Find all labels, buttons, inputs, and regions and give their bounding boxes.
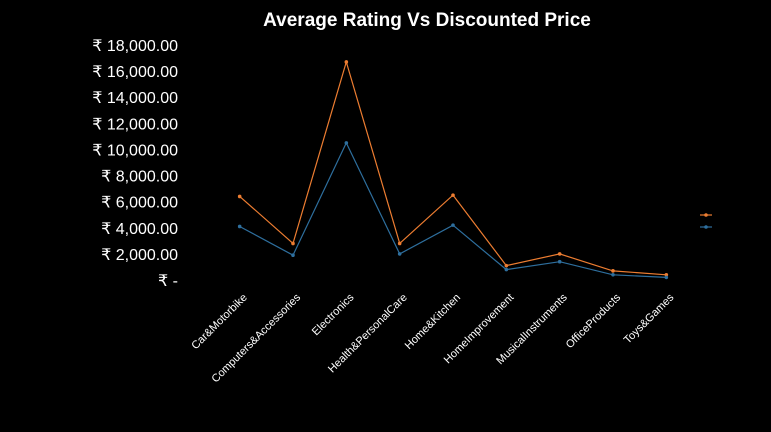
data-point xyxy=(344,141,349,145)
legend-marker xyxy=(704,213,708,217)
data-point xyxy=(664,272,669,277)
data-point xyxy=(557,259,562,264)
x-tick-label: Home&Kitchen xyxy=(403,292,463,352)
x-tick-label: Car&Motorbike xyxy=(189,292,249,352)
data-point xyxy=(344,60,349,64)
data-point xyxy=(451,223,455,227)
chart-title: Average Rating Vs Discounted Price xyxy=(263,10,591,31)
data-point xyxy=(291,241,295,246)
data-point xyxy=(504,263,509,268)
data-point xyxy=(237,224,242,229)
data-point xyxy=(557,252,562,256)
data-point xyxy=(504,267,509,272)
y-tick-label: ₹ 2,000.00 xyxy=(101,247,178,264)
y-tick-label: ₹ - xyxy=(158,273,178,290)
legend-marker xyxy=(704,225,708,229)
data-point xyxy=(451,193,455,197)
data-point xyxy=(291,253,295,257)
y-tick-label: ₹ 16,000.00 xyxy=(92,64,178,81)
y-tick-label: ₹ 12,000.00 xyxy=(92,116,178,133)
x-tick-label: Electronics xyxy=(310,291,357,338)
series-line xyxy=(239,59,667,276)
y-tick-label: ₹ 4,000.00 xyxy=(101,221,178,238)
data-point xyxy=(237,194,242,199)
series-lines xyxy=(237,59,669,280)
x-tick-label: Toys&Games xyxy=(622,291,677,346)
data-point xyxy=(397,241,402,246)
y-tick-label: ₹ 10,000.00 xyxy=(92,142,178,159)
legend xyxy=(700,213,712,229)
y-axis-ticks: ₹ 18,000.00 ₹ 16,000.00 ₹ 14,000.00 ₹ 12,00… xyxy=(92,38,178,290)
x-tick-label: OfficeProducts xyxy=(564,291,624,351)
y-tick-label: ₹ 6,000.00 xyxy=(101,195,178,212)
y-tick-label: ₹ 18,000.00 xyxy=(92,38,178,55)
y-tick-label: ₹ 8,000.00 xyxy=(101,169,178,186)
series-line xyxy=(239,141,667,278)
data-point xyxy=(664,275,669,280)
x-tick-label: Computers&Accessories xyxy=(209,291,303,385)
y-tick-label: ₹ 14,000.00 xyxy=(92,90,178,107)
data-point xyxy=(611,269,615,273)
data-point xyxy=(611,272,615,277)
data-point xyxy=(397,252,402,256)
